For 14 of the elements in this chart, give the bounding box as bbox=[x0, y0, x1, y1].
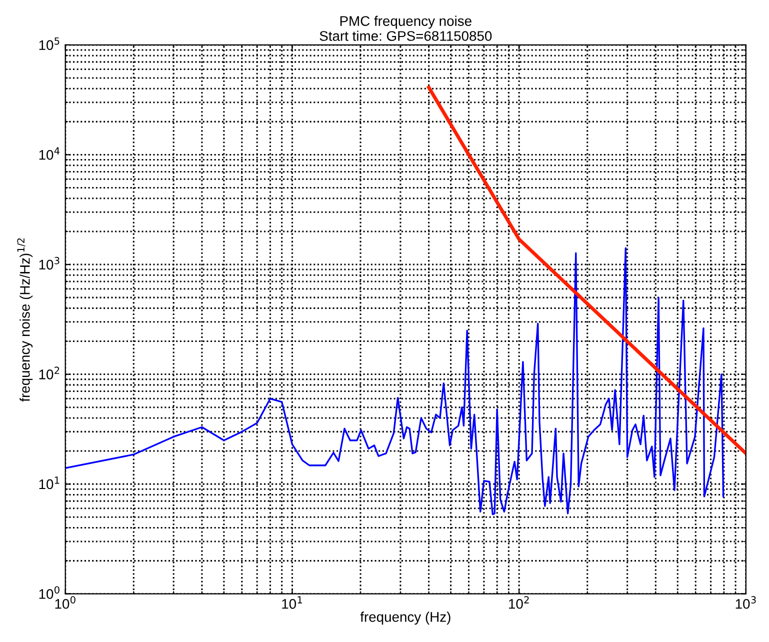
y-tick-label: 10$^{2}$ bbox=[39, 366, 60, 380]
x-tick-label: 10$^{1}$ bbox=[282, 596, 302, 609]
x-axis-title: frequency (Hz) bbox=[360, 612, 450, 625]
y-axis-title: frequency noise (Hz/Hz)$^{1/2}$ bbox=[17, 238, 33, 402]
chart-subtitle: Start time: GPS=681150850 bbox=[320, 30, 492, 41]
y-tick-label: 10$^{0}$ bbox=[39, 586, 60, 599]
y-tick-label: 10$^{4}$ bbox=[39, 147, 60, 160]
x-tick-label: 10$^{2}$ bbox=[509, 596, 529, 609]
chart-title: PMC frequency noise bbox=[340, 16, 472, 29]
y-tick-label: 10$^{1}$ bbox=[39, 476, 60, 490]
y-tick-label: 10$^{5}$ bbox=[39, 37, 60, 50]
x-tick-label: 10$^{3}$ bbox=[736, 596, 756, 609]
y-tick-label: 10$^{3}$ bbox=[39, 256, 60, 270]
x-tick-label: 10$^{0}$ bbox=[55, 596, 76, 609]
